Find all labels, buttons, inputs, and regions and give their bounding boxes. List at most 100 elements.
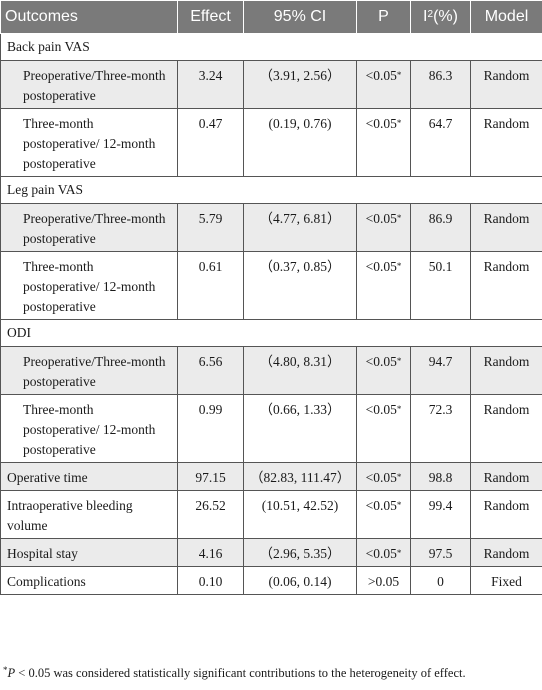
header-p: P: [356, 0, 411, 34]
significance-mark: *: [396, 500, 402, 510]
p-value: <0.05: [365, 259, 397, 274]
p-cell: <0.05*: [356, 490, 411, 539]
model-cell: Random: [470, 60, 542, 109]
p-cell: <0.05*: [356, 108, 411, 177]
model-cell: Fixed: [470, 566, 542, 595]
model-cell: Random: [470, 538, 542, 567]
model-cell: Random: [470, 108, 542, 177]
significance-mark: *: [396, 356, 402, 366]
i2-cell: 50.1: [410, 251, 471, 320]
outcome-cell: Preoperative/Three-month postoperative: [0, 60, 178, 109]
header-i2-unit: (%): [433, 8, 458, 25]
p-cell: >0.05: [356, 566, 411, 595]
effect-cell: 3.24: [177, 60, 244, 109]
p-value: <0.05: [365, 546, 397, 561]
footnote-mark: *: [3, 665, 8, 675]
significance-mark: *: [396, 261, 402, 271]
model-cell: Random: [470, 346, 542, 395]
effect-cell: 6.56: [177, 346, 244, 395]
ci-cell: （2.96, 5.35）: [243, 538, 357, 567]
table-row: Three-month postoperative/ 12-month post…: [0, 108, 542, 177]
p-cell: <0.05*: [356, 346, 411, 395]
table-row: Preoperative/Three-month postoperative 5…: [0, 203, 542, 252]
outcome-cell: Preoperative/Three-month postoperative: [0, 203, 178, 252]
i2-cell: 86.9: [410, 203, 471, 252]
header-ci: 95% CI: [243, 0, 357, 34]
p-value: <0.05: [365, 211, 397, 226]
table-row: Operative time 97.15 （82.83, 111.47） <0.…: [0, 462, 542, 491]
p-value: <0.05: [365, 470, 397, 485]
outcome-cell: Hospital stay: [0, 538, 178, 567]
effect-cell: 0.61: [177, 251, 244, 320]
p-value: >0.05: [367, 574, 400, 589]
effect-cell: 0.99: [177, 394, 244, 463]
ci-cell: （0.66, 1.33）: [243, 394, 357, 463]
outcome-cell: Three-month postoperative/ 12-month post…: [0, 108, 178, 177]
ci-cell: (10.51, 42.52): [243, 490, 357, 539]
effect-cell: 0.47: [177, 108, 244, 177]
header-effect: Effect: [177, 0, 244, 34]
p-cell: <0.05*: [356, 60, 411, 109]
i2-cell: 99.4: [410, 490, 471, 539]
p-cell: <0.05*: [356, 462, 411, 491]
ci-cell: （0.37, 0.85）: [243, 251, 357, 320]
section-label: ODI: [0, 319, 542, 347]
table-row: Preoperative/Three-month postoperative 6…: [0, 346, 542, 395]
section-row-odi: ODI: [0, 319, 542, 347]
section-row-leg-pain: Leg pain VAS: [0, 176, 542, 204]
p-value: <0.05: [365, 116, 397, 131]
effect-cell: 26.52: [177, 490, 244, 539]
ci-cell: （82.83, 111.47）: [243, 462, 357, 491]
p-value: <0.05: [365, 498, 397, 513]
outcome-cell: Complications: [0, 566, 178, 595]
model-cell: Random: [470, 394, 542, 463]
table-row: Three-month postoperative/ 12-month post…: [0, 394, 542, 463]
table-row: Preoperative/Three-month postoperative 3…: [0, 60, 542, 109]
effect-cell: 0.10: [177, 566, 244, 595]
significance-mark: *: [396, 118, 402, 128]
ci-cell: (0.06, 0.14): [243, 566, 357, 595]
header-row: Outcomes Effect 95% CI P I2(%) Model: [0, 0, 542, 34]
i2-cell: 98.8: [410, 462, 471, 491]
table-row: Three-month postoperative/ 12-month post…: [0, 251, 542, 320]
i2-cell: 94.7: [410, 346, 471, 395]
ci-cell: （4.77, 6.81）: [243, 203, 357, 252]
ci-cell: （3.91, 2.56）: [243, 60, 357, 109]
table-row: Intraoperative bleeding volume 26.52 (10…: [0, 490, 542, 539]
header-model: Model: [470, 0, 542, 34]
p-value: <0.05: [365, 68, 397, 83]
header-i2-sup: 2: [427, 9, 434, 20]
model-cell: Random: [470, 203, 542, 252]
section-label: Back pain VAS: [0, 33, 542, 61]
p-value: <0.05: [365, 402, 397, 417]
table-row: Complications 0.10 (0.06, 0.14) >0.05 0 …: [0, 566, 542, 595]
outcome-cell: Preoperative/Three-month postoperative: [0, 346, 178, 395]
header-outcomes: Outcomes: [0, 0, 178, 34]
significance-mark: *: [396, 213, 402, 223]
i2-cell: 97.5: [410, 538, 471, 567]
p-cell: <0.05*: [356, 251, 411, 320]
p-cell: <0.05*: [356, 394, 411, 463]
header-i2: I2(%): [410, 0, 471, 34]
section-row-back-pain: Back pain VAS: [0, 33, 542, 61]
meta-analysis-results-table: Outcomes Effect 95% CI P I2(%) Model Bac…: [0, 0, 542, 595]
i2-cell: 72.3: [410, 394, 471, 463]
ci-cell: （4.80, 8.31）: [243, 346, 357, 395]
section-label: Leg pain VAS: [0, 176, 542, 204]
model-cell: Random: [470, 251, 542, 320]
effect-cell: 5.79: [177, 203, 244, 252]
i2-cell: 86.3: [410, 60, 471, 109]
i2-cell: 0: [410, 566, 471, 595]
significance-mark: *: [396, 70, 402, 80]
footnote-text: < 0.05 was considered statistically sign…: [15, 666, 466, 680]
table-row: Hospital stay 4.16 （2.96, 5.35） <0.05* 9…: [0, 538, 542, 567]
outcome-cell: Intraoperative bleeding volume: [0, 490, 178, 539]
outcome-cell: Three-month postoperative/ 12-month post…: [0, 394, 178, 463]
significance-mark: *: [396, 548, 402, 558]
table-footnote: *P < 0.05 was considered statistically s…: [3, 665, 542, 681]
effect-cell: 97.15: [177, 462, 244, 491]
outcome-cell: Operative time: [0, 462, 178, 491]
model-cell: Random: [470, 490, 542, 539]
p-cell: <0.05*: [356, 203, 411, 252]
results-table-container: Outcomes Effect 95% CI P I2(%) Model Bac…: [0, 0, 542, 595]
